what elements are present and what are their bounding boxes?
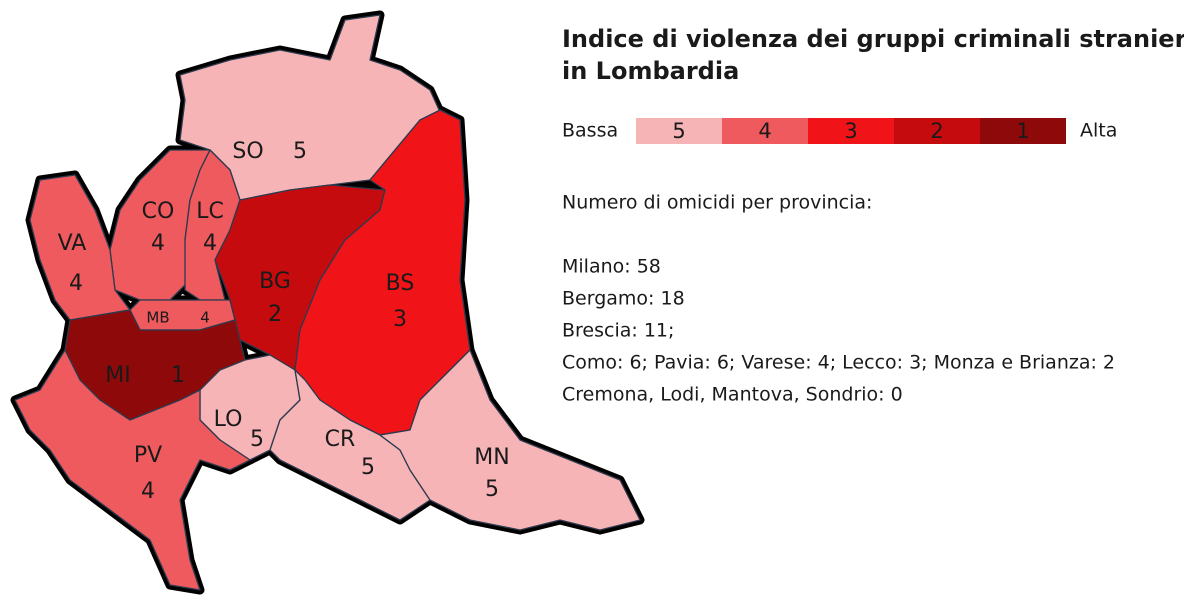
homicides-line: Brescia: 11;	[562, 320, 674, 342]
province	[379, 349, 641, 531]
homicides-line: Milano: 58	[562, 256, 661, 278]
legend-level: 5	[672, 119, 685, 143]
legend-level: 4	[758, 119, 771, 143]
homicides-heading: Numero di omicidi per provincia:	[562, 192, 872, 214]
homicides-line: Como: 6; Pavia: 6; Varese: 4; Lecco: 3; …	[562, 352, 1115, 374]
province-index: 5	[361, 455, 375, 480]
legend-low: Bassa	[562, 120, 618, 142]
homicides-list: Milano: 58 Bergamo: 18 Brescia: 11; Como: 6…	[562, 256, 1115, 406]
homicides-line: Bergamo: 18	[562, 288, 685, 310]
province-index: 3	[393, 307, 407, 332]
province-index: 4	[200, 309, 210, 327]
province-index: 4	[69, 271, 83, 296]
legend: 5 4 3 2 1	[636, 118, 1066, 144]
province-code: BS	[386, 271, 415, 296]
province-code: VA	[58, 231, 87, 256]
province-code: CR	[325, 427, 356, 452]
legend-level: 3	[844, 119, 857, 143]
province-index: 5	[293, 139, 307, 164]
province-code: SO	[232, 139, 263, 164]
provinces	[14, 14, 641, 591]
province-code: MN	[474, 445, 509, 470]
title: in Lombardia	[562, 57, 739, 85]
province-index: 4	[151, 231, 165, 256]
legend-swatch	[894, 118, 980, 144]
province-code: PV	[134, 443, 162, 468]
map	[10, 10, 645, 595]
province-index: 4	[203, 231, 217, 256]
legend-swatch	[980, 118, 1066, 144]
province-code: LC	[196, 199, 224, 224]
homicides-line: Cremona, Lodi, Mantova, Sondrio: 0	[562, 384, 903, 406]
province	[269, 369, 431, 521]
province-code: MB	[146, 309, 169, 327]
province-index: 1	[171, 363, 185, 388]
legend-level: 2	[930, 119, 943, 143]
province-code: CO	[142, 199, 175, 224]
province-code: MI	[105, 363, 130, 388]
province-index: 2	[268, 302, 282, 327]
province-index: 5	[250, 427, 264, 452]
legend-high: Alta	[1080, 120, 1117, 142]
province-code: BG	[259, 269, 291, 294]
legend-swatch	[722, 118, 808, 144]
legend-swatch	[808, 118, 894, 144]
legend-swatch	[636, 118, 722, 144]
province-index: 5	[485, 477, 499, 502]
province-code: LO	[214, 407, 243, 432]
province	[14, 349, 251, 591]
title: Indice di violenza dei gruppi criminali …	[562, 25, 1184, 53]
province-index: 4	[141, 479, 155, 504]
legend-level: 1	[1016, 119, 1029, 143]
